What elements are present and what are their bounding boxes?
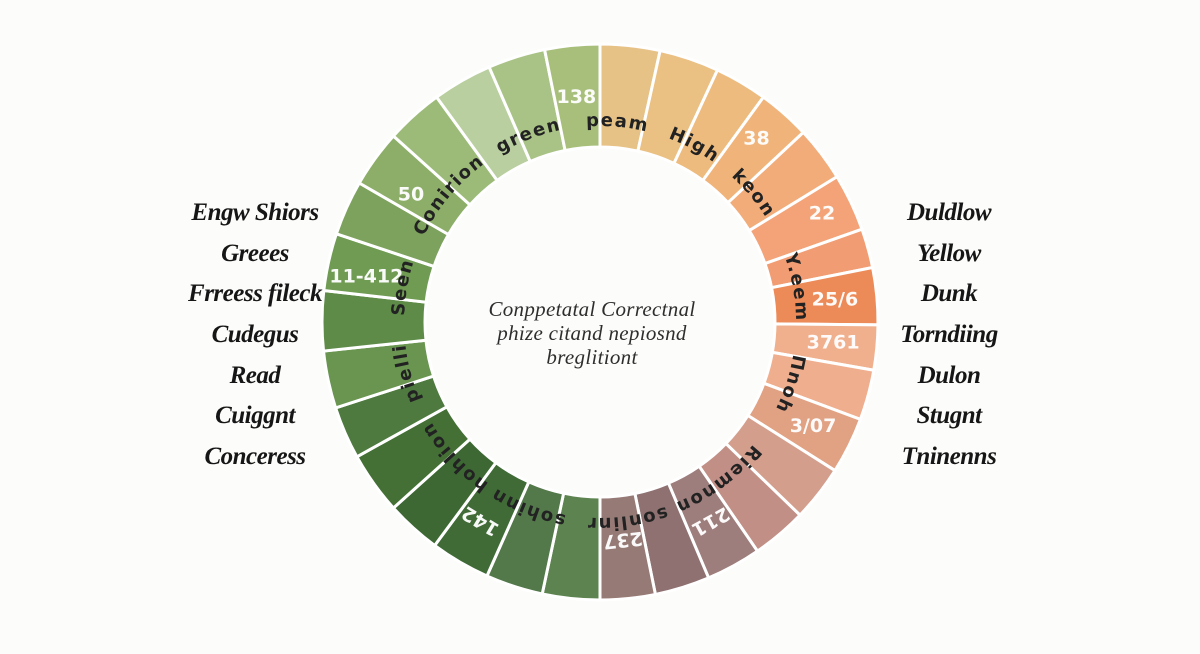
center-text-line: Conppetatal Correctnal [488, 297, 696, 321]
wheel-segment [542, 42, 602, 153]
right-category-label: Stugnt [916, 402, 982, 430]
left-category-label: Frreess fileck [188, 280, 322, 308]
left-category-label: Cuiggnt [215, 402, 295, 430]
wheel-center-text: Conppetatal Correctnal phize citand nepi… [442, 297, 742, 369]
segment-value-label: 3/07 [790, 415, 837, 437]
left-category-label: Cudegus [211, 321, 299, 349]
segment-value-label: 138 [557, 86, 597, 108]
segment-value-label: 11-412 [329, 266, 403, 288]
segment-value-label: 38 [743, 128, 769, 150]
right-category-label: Torndiing [900, 321, 998, 349]
center-text-line: phize citand nepiosnd [497, 321, 687, 345]
segment-value-label: 50 [398, 184, 424, 206]
center-text-line: breglitiont [546, 345, 638, 369]
left-category-label: Engw Shiors [191, 199, 319, 227]
wheel-segments-group [320, 42, 880, 602]
right-category-label: Dulon [917, 361, 981, 389]
right-label-column: Duldlow Yellow Dunk Torndiing Dulon Stugnt Tni… [829, 193, 1069, 477]
segment-value-label: 237 [602, 527, 644, 553]
segment-value-label: 3761 [807, 331, 860, 353]
segment-value-label: 25/6 [812, 288, 859, 310]
right-category-label: Duldlow [906, 199, 992, 227]
left-category-label: Read [229, 361, 281, 389]
left-label-column: Engw Shiors Greees Frreess fileck Cudegus Re… [135, 193, 375, 477]
left-category-label: Conceress [204, 442, 306, 470]
right-category-label: Tninenns [901, 442, 997, 470]
right-category-label: Yellow [917, 239, 981, 267]
left-category-label: Greees [221, 239, 289, 267]
segment-value-label: 22 [809, 203, 835, 225]
right-category-label: Dunk [920, 280, 978, 308]
